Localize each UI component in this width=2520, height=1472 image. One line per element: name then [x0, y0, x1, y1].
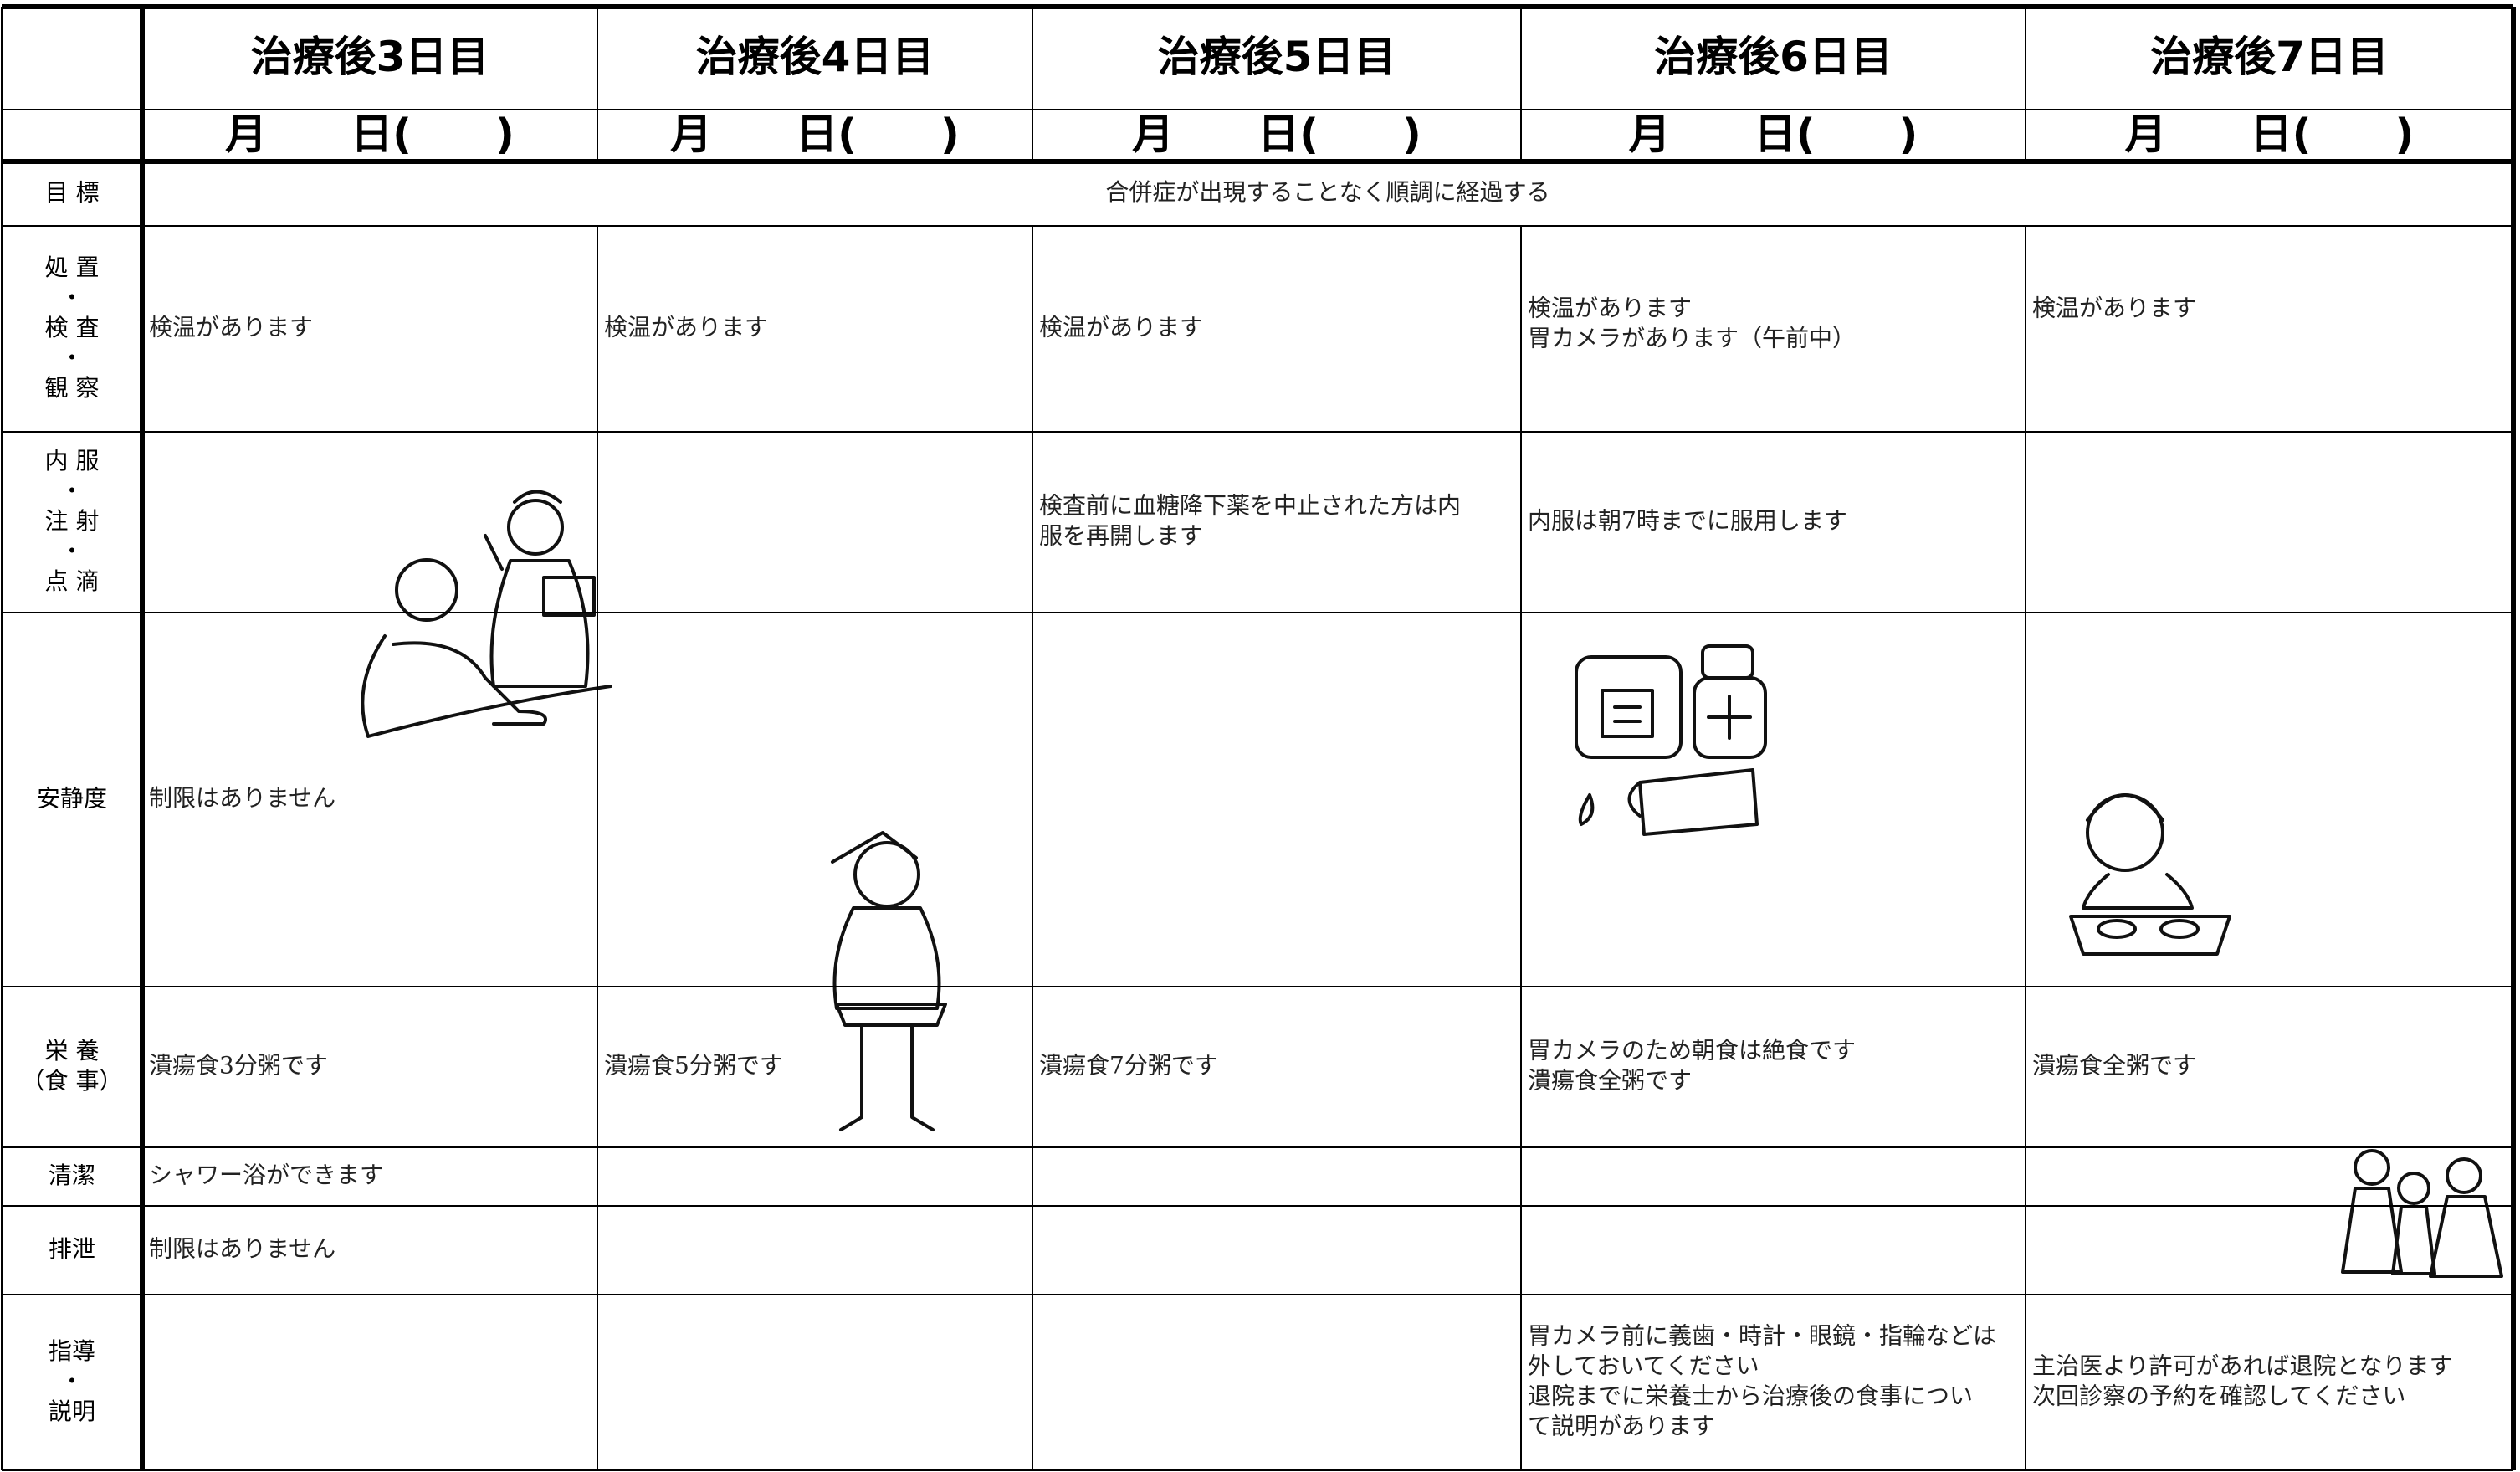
cell-text: 検温があります — [2032, 295, 2196, 322]
cell-text: 主治医より許可があれば退院となります — [2032, 1352, 2453, 1380]
day-heading: 治療後6日目 — [1654, 33, 1893, 81]
cell-text: 外しておいてください — [1528, 1352, 1759, 1380]
cell-text: 潰瘍食7分粥です — [1039, 1052, 1218, 1080]
cell-text: 服を再開します — [1039, 522, 1203, 550]
row-label: 点 滴 — [45, 567, 100, 595]
date-field: 月 日( ) — [225, 110, 515, 159]
cell-text: 退院までに栄養士から治療後の食事につい — [1528, 1382, 1973, 1410]
illustration-family — [2341, 1149, 2503, 1278]
row-label: 排泄 — [49, 1235, 95, 1263]
cell-text: 胃カメラのため朝食は絶食です — [1528, 1037, 1856, 1064]
cell-text: て説明があります — [1528, 1413, 1715, 1440]
row-label: 清潔 — [49, 1162, 95, 1189]
date-field: 月 日( ) — [1629, 110, 1918, 159]
row-label: 指導 — [49, 1337, 95, 1365]
row-label: ・ — [60, 284, 84, 311]
row-label: ・ — [60, 1367, 84, 1395]
cell-text: 胃カメラ前に義歯・時計・眼鏡・指輪などは — [1528, 1322, 1996, 1350]
cell-text: シャワー浴ができます — [149, 1162, 383, 1189]
day-heading: 治療後4日目 — [696, 33, 935, 81]
row-label: 注 射 — [45, 507, 100, 535]
date-field: 月 日( ) — [2125, 110, 2415, 159]
row-label: 説明 — [49, 1398, 95, 1425]
row-label: 観 察 — [45, 374, 100, 402]
row-label: 検 査 — [45, 314, 100, 341]
day-heading: 治療後7日目 — [2150, 33, 2389, 81]
cell-text: 次回診察の予約を確認してください — [2032, 1382, 2405, 1410]
row-label: 安静度 — [37, 785, 107, 813]
cell-text: 検温があります — [1039, 314, 1203, 341]
illustration-medicine — [1575, 644, 1767, 836]
cell-text: 検温があります — [149, 314, 313, 341]
cell-text: 制限はありません — [149, 1235, 335, 1263]
cell-text: 検査前に血糖降下薬を中止された方は内 — [1039, 492, 1461, 520]
row-label: （食 事） — [22, 1067, 123, 1095]
cell-text: 潰瘍食全粥です — [1528, 1067, 1692, 1095]
cell-text: 内服は朝7時までに服用します — [1528, 507, 1847, 535]
cell-text: 制限はありません — [149, 784, 335, 812]
illustration-nurse-meal — [2069, 793, 2231, 956]
cell-text: 検温があります — [1528, 295, 1692, 322]
goal-text: 合併症が出現することなく順調に経過する — [1105, 178, 1549, 206]
cell-text: 潰瘍食3分粥です — [149, 1052, 328, 1080]
cell-text: 潰瘍食全粥です — [2032, 1052, 2196, 1080]
row-label: ・ — [60, 537, 84, 565]
day-heading: 治療後5日目 — [1158, 33, 1396, 81]
row-label: 目 標 — [45, 179, 100, 207]
date-field: 月 日( ) — [1132, 110, 1421, 159]
date-field: 月 日( ) — [670, 110, 960, 159]
row-label: 栄 養 — [45, 1037, 100, 1064]
row-label: ・ — [60, 344, 84, 372]
row-label: 内 服 — [45, 447, 100, 474]
illustration-nurse-tray — [831, 831, 947, 1131]
cell-text: 検温があります — [604, 314, 768, 341]
cell-text: 胃カメラがあります（午前中） — [1528, 325, 1856, 352]
cell-text: 潰瘍食5分粥です — [604, 1052, 783, 1080]
illustration-patient-nurse — [361, 490, 612, 738]
row-label: ・ — [60, 477, 84, 505]
day-heading: 治療後3日目 — [251, 33, 489, 81]
row-label: 処 置 — [45, 254, 100, 281]
